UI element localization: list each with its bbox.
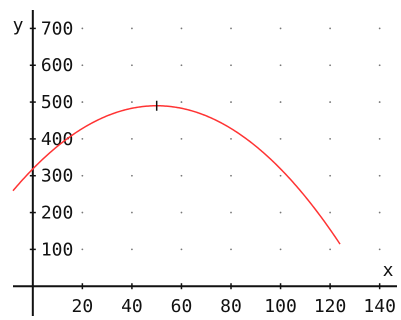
grid-dot <box>378 101 381 103</box>
grid-dot <box>180 174 183 177</box>
grid-dot <box>279 27 282 30</box>
grid-dot <box>81 101 84 103</box>
grid-dot <box>230 101 232 103</box>
y-tick-label: 700 <box>41 18 74 39</box>
x-axis-label: x <box>383 260 394 281</box>
grid-dot <box>279 138 282 140</box>
grid-dot <box>131 27 133 30</box>
grid-dot <box>230 248 232 251</box>
grid-dot <box>180 101 183 103</box>
grid-dot <box>81 64 84 67</box>
y-tick-label: 500 <box>41 92 74 113</box>
grid-dot <box>329 101 332 103</box>
grid-dot <box>378 248 381 251</box>
grid-dot <box>279 174 282 177</box>
grid-dot <box>378 174 381 177</box>
x-tick-label: 80 <box>220 296 242 317</box>
grid-dot <box>279 211 282 214</box>
grid-dot <box>329 64 332 67</box>
grid-dot <box>378 64 381 67</box>
grid-dot <box>279 101 282 103</box>
y-tick-label: 300 <box>41 166 74 187</box>
grid-dot <box>81 211 84 214</box>
grid-dot <box>81 248 84 251</box>
grid-dot <box>131 174 133 177</box>
y-tick-label: 200 <box>41 203 74 224</box>
grid-dot <box>329 27 332 30</box>
grid-dot <box>180 248 183 251</box>
y-tick-label: 400 <box>41 129 74 150</box>
y-ticks: 100 200 300 400 500 600 700 <box>29 18 74 260</box>
grid-dot <box>81 174 84 177</box>
grid-dot <box>230 27 232 30</box>
x-tick-label: 140 <box>363 296 396 317</box>
grid-dot <box>131 248 133 251</box>
grid-dot <box>329 174 332 177</box>
grid-dot <box>81 138 84 140</box>
y-tick-label: 600 <box>41 55 74 76</box>
grid-dot <box>81 27 84 30</box>
x-tick-label: 120 <box>314 296 347 317</box>
grid-dot <box>230 138 232 140</box>
grid-dot <box>378 211 381 214</box>
grid-dot <box>329 211 332 214</box>
grid-dot <box>230 211 232 214</box>
grid-dots <box>81 27 381 251</box>
grid-dot <box>329 138 332 140</box>
x-tick-label: 100 <box>264 296 297 317</box>
grid-dot <box>180 27 183 30</box>
x-tick-label: 40 <box>121 296 143 317</box>
grid-dot <box>279 248 282 251</box>
grid-dot <box>180 211 183 214</box>
grid-dot <box>378 138 381 140</box>
y-axis-label: y <box>13 15 24 36</box>
x-tick-label: 60 <box>171 296 193 317</box>
curve-line <box>12 105 341 245</box>
y-tick-label: 100 <box>41 239 74 260</box>
x-ticks: 20 40 60 80 100 120 140 <box>72 283 396 317</box>
grid-dot <box>180 64 183 67</box>
grid-dot <box>131 101 133 103</box>
grid-dot <box>378 27 381 30</box>
grid-dot <box>131 64 133 67</box>
grid-dot <box>329 248 332 251</box>
grid-dot <box>230 64 232 67</box>
grid-dot <box>131 138 133 140</box>
grid-dot <box>279 64 282 67</box>
grid-dot <box>180 138 183 140</box>
grid-dot <box>131 211 133 214</box>
grid-dot <box>230 174 232 177</box>
x-tick-label: 20 <box>72 296 94 317</box>
